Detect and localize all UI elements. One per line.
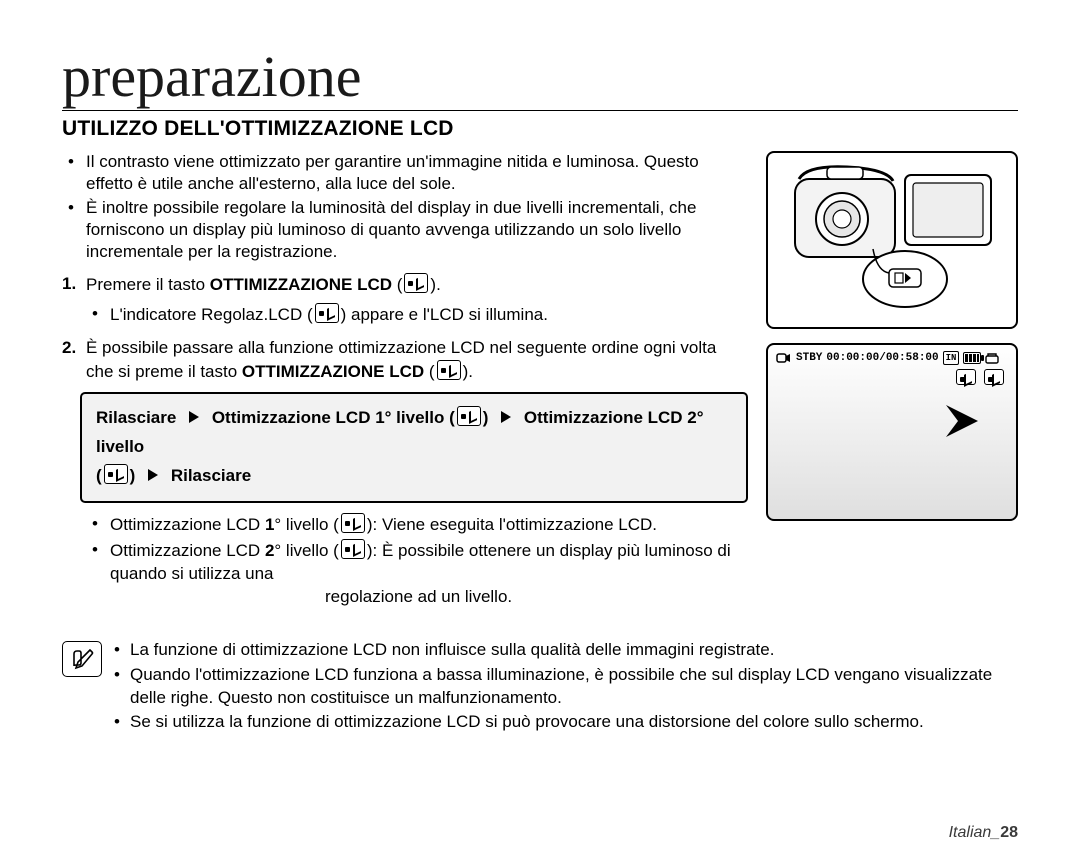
note-item: La funzione di ottimizzazione LCD non in… xyxy=(130,639,1018,662)
page-footer: Italian_28 xyxy=(949,824,1018,842)
step1-sub-a: L'indicatore Regolaz.LCD ( xyxy=(110,305,313,324)
l2-b: 2 xyxy=(265,541,274,560)
l2-desc2: regolazione ad un livello. xyxy=(110,586,748,609)
cycle-lvl1-close: ) xyxy=(483,408,489,427)
cycle-lvl1: Ottimizzazione LCD 1° livello ( xyxy=(212,408,455,427)
l1-mid: ° livello ( xyxy=(274,515,338,534)
time-label: 00:00:00/00:58:00 xyxy=(826,352,938,364)
lcd-enhance-icon xyxy=(341,539,365,559)
lcd-enhance-icon xyxy=(315,303,339,323)
arrow-icon xyxy=(148,469,158,481)
lcd-enhance-icon xyxy=(341,513,365,533)
chapter-title: preparazione xyxy=(62,48,1018,106)
l2-mid: ° livello ( xyxy=(274,541,338,560)
intro-bullet: È inoltre possibile regolare la luminosi… xyxy=(86,197,748,263)
cycle-release-1: Rilasciare xyxy=(96,408,176,427)
lcd-enhance-icon xyxy=(956,369,976,385)
step2-b: ( xyxy=(424,362,434,381)
cycle-box: Rilasciare Ottimizzazione LCD 1° livello… xyxy=(80,392,748,503)
section-title: UTILIZZO DELL'OTTIMIZZAZIONE LCD xyxy=(62,117,1018,141)
level-1-line: Ottimizzazione LCD 1° livello ( ): Viene … xyxy=(110,513,748,537)
note-icon xyxy=(62,641,102,677)
card-icon xyxy=(985,351,999,365)
step1-bold: OTTIMIZZAZIONE LCD xyxy=(210,275,392,294)
lcd-enhance-icon xyxy=(984,369,1004,385)
step1-close: ). xyxy=(430,275,440,294)
intro-bullet-list: Il contrasto viene ottimizzato per garan… xyxy=(62,151,748,263)
stby-label: STBY xyxy=(796,352,822,364)
lcd-enhance-icon xyxy=(437,360,461,380)
step-2: È possibile passare alla funzione ottimi… xyxy=(86,337,748,608)
l1-desc: ): Viene eseguita l'ottimizzazione LCD. xyxy=(367,515,657,534)
note-item: Se si utilizza la funzione di ottimizzaz… xyxy=(130,711,1018,734)
step1-text-pre: Premere il tasto xyxy=(86,275,210,294)
cycle-r2-close: ) xyxy=(130,466,136,485)
l1-pre: Ottimizzazione LCD xyxy=(110,515,265,534)
step1-text-post: ( xyxy=(392,275,402,294)
lcd-enhance-icon xyxy=(104,464,128,484)
note-item: Quando l'ottimizzazione LCD funziona a b… xyxy=(130,664,1018,710)
page-number: 28 xyxy=(1000,824,1018,841)
camcorder-icon xyxy=(776,351,792,365)
level-2-line: Ottimizzazione LCD 2° livello (): È poss… xyxy=(110,539,748,609)
step1-sub-b: ) appare e l'LCD si illumina. xyxy=(341,305,548,324)
camcorder-illustration xyxy=(766,151,1018,329)
note-list: La funzione di ottimizzazione LCD non in… xyxy=(112,639,1018,737)
cycle-r2-open: ( xyxy=(96,466,102,485)
intro-bullet: Il contrasto viene ottimizzato per garan… xyxy=(86,151,748,195)
lcd-enhance-icon xyxy=(457,406,481,426)
step2-bold: OTTIMIZZAZIONE LCD xyxy=(242,362,424,381)
nav-arrow-icon xyxy=(940,399,984,443)
arrow-icon xyxy=(189,411,199,423)
footer-label: Italian_ xyxy=(949,824,1001,841)
l2-pre: Ottimizzazione LCD xyxy=(110,541,265,560)
step1-sub: L'indicatore Regolaz.LCD ( ) appare e l'L… xyxy=(110,303,748,327)
l1-b: 1 xyxy=(265,515,274,534)
lcd-enhance-icon xyxy=(404,273,428,293)
battery-icon xyxy=(963,352,981,364)
lcd-screen-preview: STBY 00:00:00/00:58:00 IN xyxy=(766,343,1018,521)
section-rule xyxy=(62,110,1018,111)
step-1: Premere il tasto OTTIMIZZAZIONE LCD (). … xyxy=(86,273,748,327)
cycle-release-2: Rilasciare xyxy=(171,466,251,485)
in-badge: IN xyxy=(943,351,960,365)
arrow-icon xyxy=(501,411,511,423)
step2-c: ). xyxy=(463,362,473,381)
